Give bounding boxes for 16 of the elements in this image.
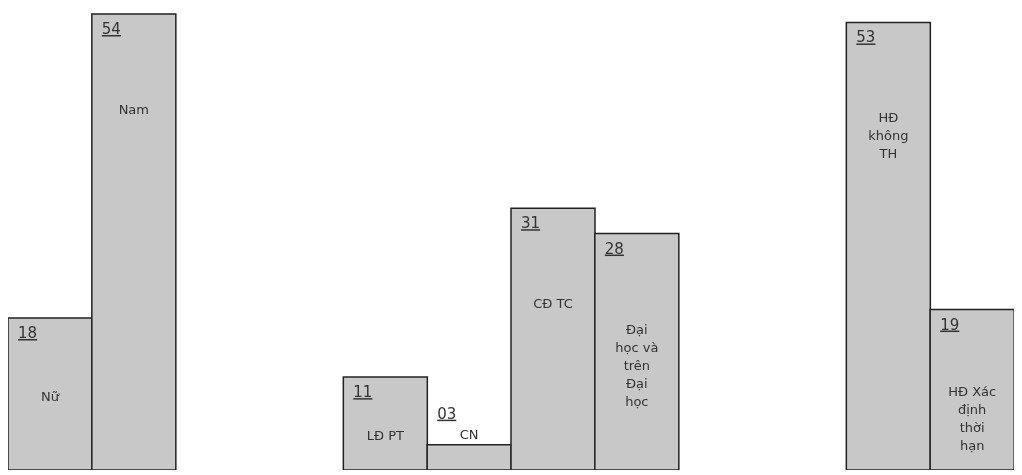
data-label: 31 — [521, 214, 541, 233]
x-tick-label: CĐ TC — [533, 296, 573, 312]
data-label: 19 — [940, 315, 960, 334]
data-label: 18 — [18, 324, 38, 342]
data-label: 53 — [856, 28, 876, 47]
x-tick-label: Đại học và trên Đại học — [615, 321, 659, 409]
x-tick-label: Nữ — [41, 389, 60, 405]
x-tick-label: CN — [459, 426, 479, 442]
x-tick-label: LĐ PT — [366, 427, 404, 443]
data-label: 54 — [101, 20, 121, 38]
data-label: 28 — [604, 239, 624, 258]
data-label: 03 — [437, 404, 457, 423]
data-label: 11 — [353, 383, 373, 402]
x-tick-label: HĐ không TH — [868, 110, 909, 162]
x-tick-label: HĐ Xác định thời hạn — [948, 383, 997, 453]
x-tick-label: Nam — [118, 102, 150, 117]
